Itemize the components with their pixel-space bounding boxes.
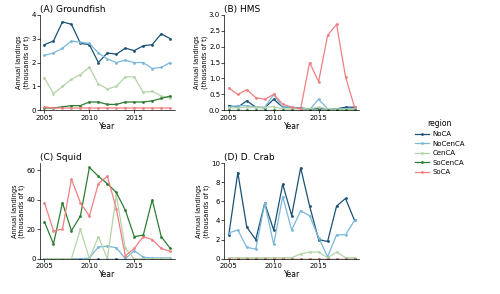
- Text: (B) HMS: (B) HMS: [224, 5, 260, 14]
- Y-axis label: Annual landings
(thousands of t): Annual landings (thousands of t): [194, 36, 207, 89]
- X-axis label: Year: Year: [284, 270, 300, 279]
- X-axis label: Year: Year: [284, 122, 300, 131]
- Text: (C) Squid: (C) Squid: [40, 153, 82, 162]
- Text: (D) D. Crab: (D) D. Crab: [224, 153, 275, 162]
- Legend: NoCA, NoCenCA, CenCA, SoCenCA, SoCA: NoCA, NoCenCA, CenCA, SoCenCA, SoCA: [415, 119, 465, 175]
- X-axis label: Year: Year: [99, 270, 116, 279]
- Y-axis label: Annual landings
(thousands of t): Annual landings (thousands of t): [196, 184, 210, 238]
- Y-axis label: Annual landings
(thousands of t): Annual landings (thousands of t): [12, 184, 26, 238]
- Text: (A) Groundfish: (A) Groundfish: [40, 5, 106, 14]
- X-axis label: Year: Year: [99, 122, 116, 131]
- Y-axis label: Annual landings
(thousands of t): Annual landings (thousands of t): [16, 36, 30, 89]
